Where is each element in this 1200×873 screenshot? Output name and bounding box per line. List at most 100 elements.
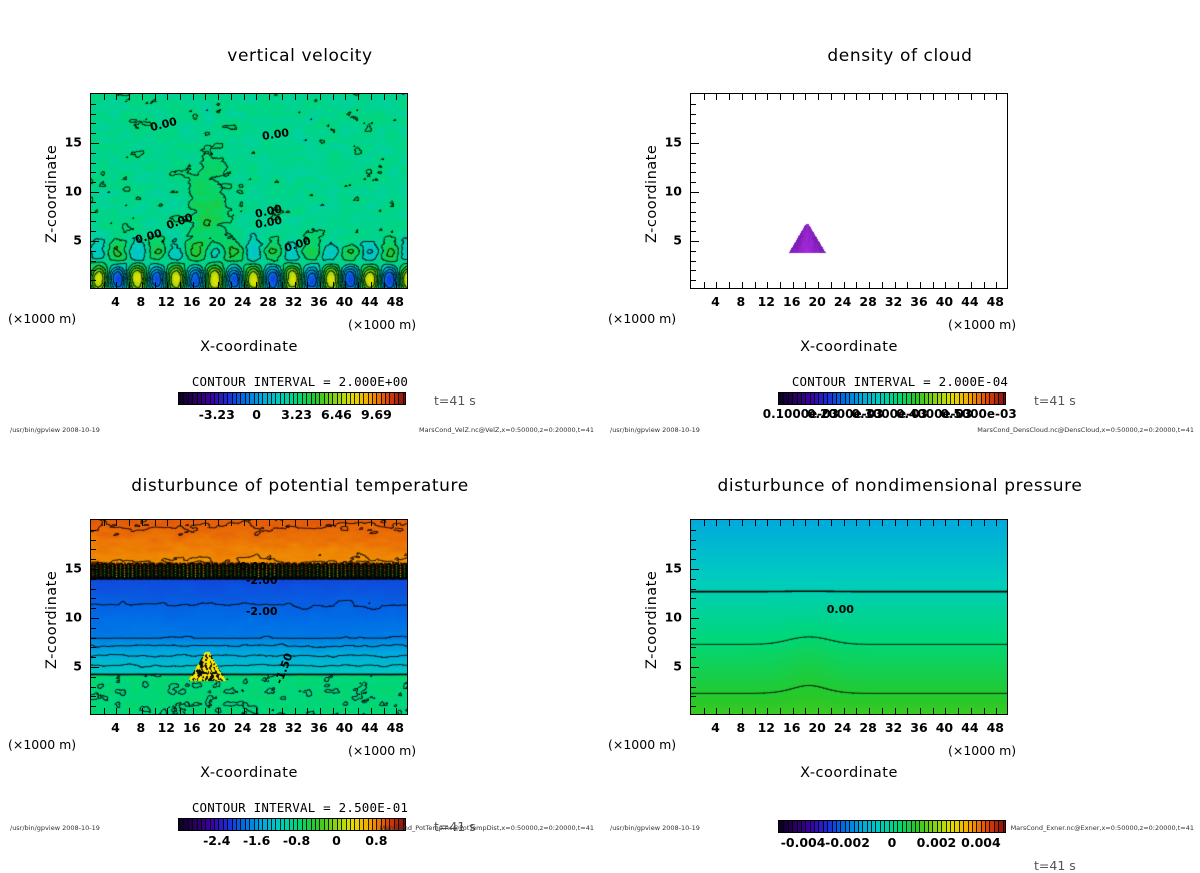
colorbar-segment (818, 821, 824, 832)
plot-area-density-of-cloud (690, 93, 1008, 289)
tick-mark (691, 559, 696, 561)
colorbar-tick-label: 0.004 (961, 835, 1001, 850)
colorbar-separator (866, 821, 868, 832)
colorbar-segment (993, 393, 999, 404)
colorbar-segment (893, 821, 898, 832)
x-tick-label: 48 (386, 720, 404, 735)
colorbar-separator (380, 819, 382, 830)
colorbar-separator (884, 821, 886, 832)
colorbar-separator (345, 393, 347, 404)
colorbar-segment (836, 393, 841, 404)
colorbar-separator (222, 819, 224, 830)
x-unit-label-left: (×1000 m) (8, 737, 77, 752)
tick-mark (91, 143, 99, 144)
colorbar-separator (275, 819, 277, 830)
tick-mark (91, 686, 96, 688)
colorbar-segment (336, 819, 342, 830)
colorbar-segment (314, 393, 320, 404)
colorbar-segment (297, 819, 303, 830)
colorbar-separator (301, 819, 303, 830)
colorbar-segment (200, 819, 206, 830)
colorbar-segment (936, 821, 942, 832)
colorbar (178, 392, 406, 405)
colorbar-separator (196, 393, 198, 404)
colorbar-segment (985, 821, 991, 832)
colorbar-segment (192, 819, 198, 830)
colorbar-separator (244, 819, 246, 830)
colorbar-separator (998, 393, 1000, 404)
colorbar-tick-label: 3.23 (281, 407, 312, 422)
y-axis-title: Z-coordinate (644, 144, 660, 243)
colorbar-separator (928, 393, 930, 404)
colorbar-segment (809, 393, 815, 404)
tick-mark (691, 162, 696, 164)
colorbar-separator (932, 393, 934, 404)
colorbar-separator (950, 393, 951, 404)
x-tick-label: 20 (208, 294, 226, 309)
colorbar-separator (879, 393, 881, 404)
colorbar-segment (928, 821, 934, 832)
colorbar-separator (800, 393, 802, 404)
colorbar-separator (376, 393, 378, 404)
colorbar-separator (393, 393, 395, 404)
tick-mark (691, 569, 699, 570)
colorbar-segment (923, 821, 929, 832)
colorbar-segment (779, 821, 784, 832)
colorbar-separator (998, 821, 1000, 832)
colorbar-separator (901, 393, 903, 404)
tick-mark (91, 211, 96, 213)
tick-mark (91, 250, 96, 252)
colorbar-separator (844, 393, 846, 404)
colorbar-segment (910, 393, 916, 404)
tick-mark (691, 113, 696, 115)
colorbar-segment (376, 819, 382, 830)
panel-title: density of cloud (827, 46, 973, 66)
x-tick-label: 40 (935, 294, 954, 309)
colorbar-segment (279, 819, 285, 830)
tick-mark (691, 123, 696, 125)
colorbar-separator (336, 819, 338, 830)
colorbar-segment (976, 821, 982, 832)
colorbar-separator (192, 819, 194, 830)
tick-mark (691, 103, 696, 105)
colorbar (778, 392, 1006, 405)
colorbar-segment (897, 821, 903, 832)
colorbar-segment (822, 393, 828, 404)
colorbar-segment (875, 393, 881, 404)
colorbar-segment (853, 821, 859, 832)
y-tick-label: 10 (664, 183, 682, 199)
tick-mark (691, 280, 696, 282)
colorbar-separator (200, 393, 202, 404)
colorbar-segment (319, 393, 325, 404)
colorbar-tick-label: -0.8 (282, 833, 311, 848)
time-label: t=41 s (1034, 858, 1076, 873)
colorbar-separator (257, 819, 259, 830)
colorbar-separator (310, 819, 312, 830)
time-label: t=41 s (1034, 393, 1076, 408)
x-unit-label-left: (×1000 m) (8, 311, 77, 326)
x-tick-label: 4 (111, 294, 120, 309)
tick-marks-left (691, 520, 699, 714)
colorbar-separator (993, 393, 995, 404)
colorbar-separator (227, 819, 229, 830)
colorbar-segment (906, 821, 912, 832)
y-unit-label-right: (×1000 m) (948, 743, 1017, 758)
colorbar-segment (814, 821, 820, 832)
colorbar-tick-label: 0.8 (365, 833, 388, 848)
panel-title: disturbunce of nondimensional pressure (717, 476, 1083, 496)
colorbar-segment (936, 393, 942, 404)
colorbar-segment (358, 393, 364, 404)
contour-value-label: -2.00 (245, 605, 278, 619)
colorbar-separator (893, 393, 894, 404)
colorbar-segment (998, 393, 1004, 404)
colorbar-segment (244, 819, 250, 830)
colorbar-segment (923, 393, 929, 404)
colorbar-segment (919, 393, 925, 404)
colorbar-segment (297, 393, 303, 404)
colorbar-segment (336, 393, 342, 404)
colorbar-separator (354, 393, 356, 404)
colorbar-separator (963, 821, 965, 832)
x-tick-label: 40 (335, 720, 354, 735)
time-label: t=41 s (434, 393, 476, 408)
tick-mark (91, 578, 96, 580)
